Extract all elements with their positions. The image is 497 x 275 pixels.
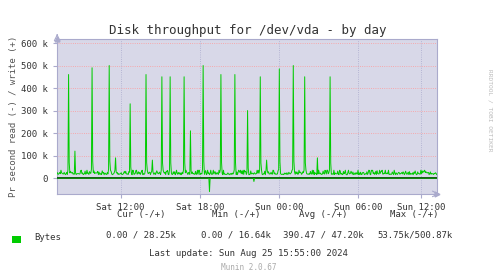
Text: RRDTOOL / TOBI OETIKER: RRDTOOL / TOBI OETIKER bbox=[487, 69, 492, 151]
Text: Min (-/+): Min (-/+) bbox=[212, 210, 260, 219]
Title: Disk throughput for /dev/vda - by day: Disk throughput for /dev/vda - by day bbox=[108, 24, 386, 37]
Y-axis label: Pr second read (-) / write (+): Pr second read (-) / write (+) bbox=[9, 35, 18, 197]
Text: 390.47 / 47.20k: 390.47 / 47.20k bbox=[283, 231, 364, 240]
Text: 0.00 / 16.64k: 0.00 / 16.64k bbox=[201, 231, 271, 240]
Text: Cur (-/+): Cur (-/+) bbox=[117, 210, 165, 219]
Text: Last update: Sun Aug 25 15:55:00 2024: Last update: Sun Aug 25 15:55:00 2024 bbox=[149, 249, 348, 258]
Text: 53.75k/500.87k: 53.75k/500.87k bbox=[377, 231, 452, 240]
Text: Max (-/+): Max (-/+) bbox=[390, 210, 439, 219]
Text: 0.00 / 28.25k: 0.00 / 28.25k bbox=[106, 231, 176, 240]
Text: Avg (-/+): Avg (-/+) bbox=[299, 210, 347, 219]
Text: Bytes: Bytes bbox=[34, 233, 61, 242]
Text: Munin 2.0.67: Munin 2.0.67 bbox=[221, 263, 276, 272]
